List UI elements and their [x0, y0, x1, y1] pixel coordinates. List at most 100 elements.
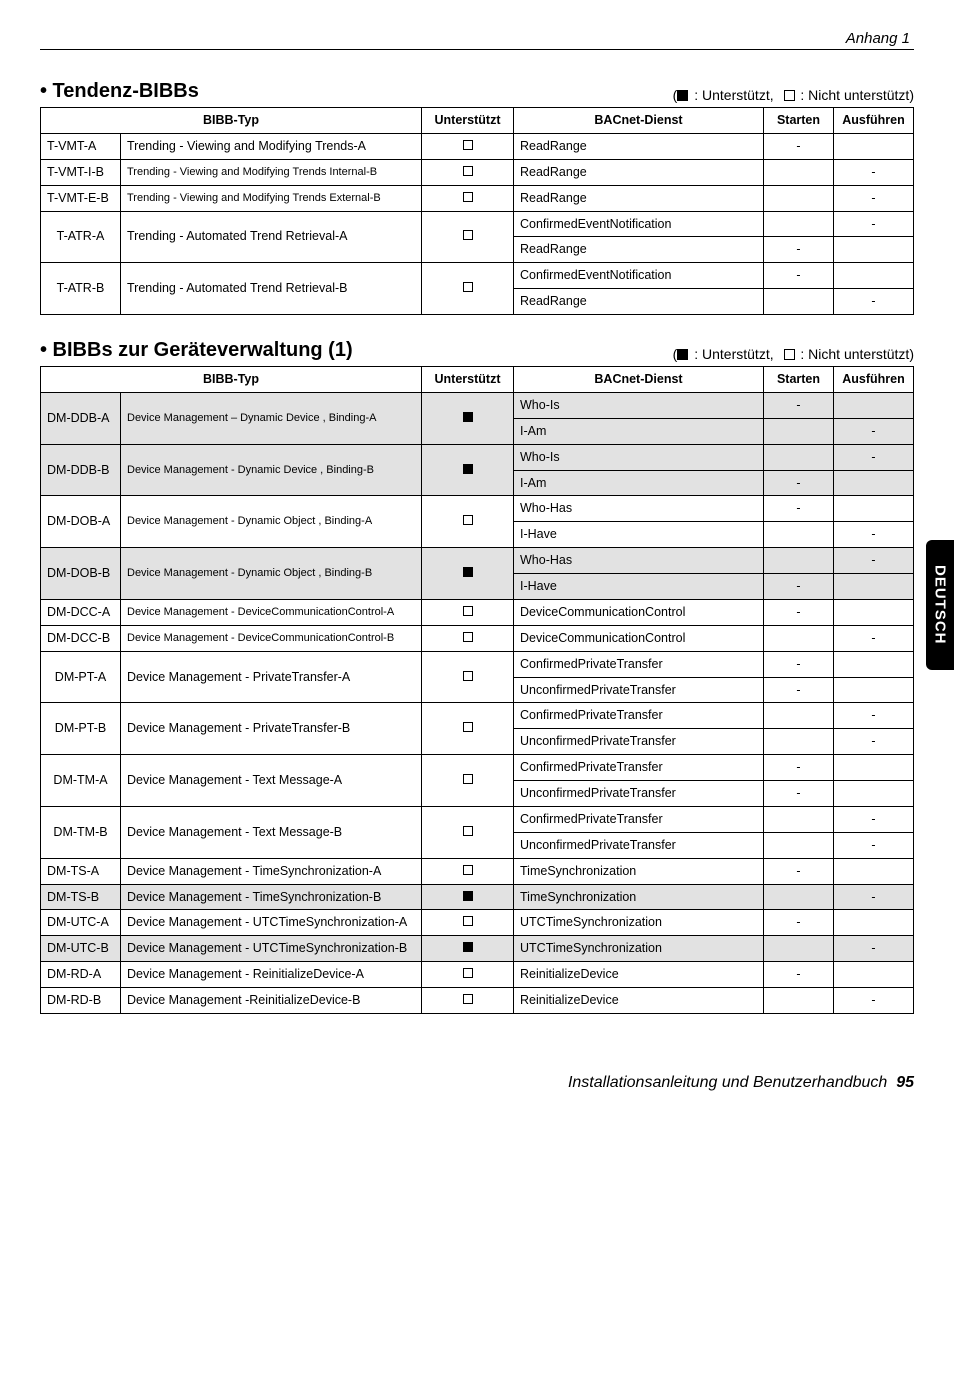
t2-svc: ConfirmedPrivateTransfer	[514, 806, 764, 832]
t2-sup	[422, 599, 514, 625]
t2-start: -	[764, 599, 834, 625]
t1-exec	[834, 133, 914, 159]
t2-start	[764, 832, 834, 858]
th-exec: Ausführen	[834, 367, 914, 393]
mark-empty-icon	[463, 994, 473, 1004]
t2-svc: Who-Has	[514, 496, 764, 522]
t2-name: Device Management - DeviceCommunicationC…	[121, 625, 422, 651]
t2-code: DM-UTC-A	[41, 910, 121, 936]
t2-exec: -	[834, 703, 914, 729]
t1-exec	[834, 263, 914, 289]
t2-svc: TimeSynchronization	[514, 884, 764, 910]
t2-start	[764, 936, 834, 962]
t1-name: Trending - Viewing and Modifying Trends …	[121, 185, 422, 211]
mark-filled-icon	[463, 942, 473, 952]
legend-notsupported-label: Nicht unterstützt	[808, 346, 909, 362]
t2-start	[764, 444, 834, 470]
t1-code: T-ATR-B	[41, 263, 121, 315]
legend-filled-icon	[677, 349, 688, 360]
t2-exec: -	[834, 988, 914, 1014]
t2-start: -	[764, 496, 834, 522]
t1-start: -	[764, 133, 834, 159]
t2-svc: Who-Is	[514, 444, 764, 470]
t2-sup	[422, 910, 514, 936]
mark-empty-icon	[463, 774, 473, 784]
footer-text: Installationsanleitung und Benutzerhandb…	[568, 1074, 887, 1091]
footer: Installationsanleitung und Benutzerhandb…	[40, 1074, 914, 1092]
t2-start: -	[764, 651, 834, 677]
t1-sup	[422, 185, 514, 211]
mark-empty-icon	[463, 632, 473, 642]
t1-svc: ReadRange	[514, 185, 764, 211]
t2-start	[764, 884, 834, 910]
t2-sup	[422, 625, 514, 651]
language-tab: DEUTSCH	[926, 540, 954, 670]
legend-filled-icon	[677, 90, 688, 101]
t2-name: Device Management -ReinitializeDevice-B	[121, 988, 422, 1014]
th-service: BACnet-Dienst	[514, 367, 764, 393]
t2-exec: -	[834, 548, 914, 574]
t1-sup	[422, 133, 514, 159]
t2-exec	[834, 781, 914, 807]
t2-exec	[834, 910, 914, 936]
t1-sup	[422, 159, 514, 185]
t2-exec: -	[834, 729, 914, 755]
t2-exec	[834, 470, 914, 496]
t2-name: Device Management - TimeSynchronization-…	[121, 858, 422, 884]
t2-start	[764, 522, 834, 548]
t2-code: DM-DCC-B	[41, 625, 121, 651]
t1-svc: ReadRange	[514, 159, 764, 185]
t2-name: Device Management - ReinitializeDevice-A	[121, 962, 422, 988]
t1-sup	[422, 211, 514, 263]
mark-empty-icon	[463, 606, 473, 616]
t2-sup	[422, 884, 514, 910]
t2-name: Device Management - Text Message-B	[121, 806, 422, 858]
t2-svc: UnconfirmedPrivateTransfer	[514, 677, 764, 703]
th-start: Starten	[764, 367, 834, 393]
legend-notsupported-label: Nicht unterstützt	[808, 87, 909, 103]
mark-empty-icon	[463, 671, 473, 681]
t2-start	[764, 548, 834, 574]
t2-svc: I-Am	[514, 470, 764, 496]
mark-empty-icon	[463, 230, 473, 240]
t2-start	[764, 806, 834, 832]
t1-start	[764, 159, 834, 185]
t2-code: DM-RD-A	[41, 962, 121, 988]
th-bibbtyp: BIBB-Typ	[41, 367, 422, 393]
t2-code: DM-TM-B	[41, 806, 121, 858]
t2-name: Device Management - PrivateTransfer-B	[121, 703, 422, 755]
t2-name: Device Management - Text Message-A	[121, 755, 422, 807]
t2-name: Device Management - UTCTimeSynchronizati…	[121, 910, 422, 936]
t2-exec: -	[834, 832, 914, 858]
th-exec: Ausführen	[834, 108, 914, 134]
t1-start	[764, 289, 834, 315]
t1-start: -	[764, 237, 834, 263]
t1-exec: -	[834, 289, 914, 315]
t1-code: T-VMT-I-B	[41, 159, 121, 185]
t2-start: -	[764, 781, 834, 807]
t2-svc: I-Have	[514, 522, 764, 548]
t2-exec	[834, 599, 914, 625]
t2-svc: UnconfirmedPrivateTransfer	[514, 832, 764, 858]
t2-sup	[422, 703, 514, 755]
legend-1: ( : Unterstützt, : Nicht unterstützt)	[673, 87, 914, 103]
tendenz-title: • Tendenz-BIBBs	[40, 80, 199, 103]
mark-empty-icon	[463, 722, 473, 732]
t2-code: DM-DCC-A	[41, 599, 121, 625]
t2-start: -	[764, 962, 834, 988]
t2-exec: -	[834, 522, 914, 548]
t1-sup	[422, 263, 514, 315]
t2-exec: -	[834, 444, 914, 470]
t2-code: DM-PT-B	[41, 703, 121, 755]
mark-empty-icon	[463, 282, 473, 292]
page-section-label: Anhang 1	[40, 30, 914, 47]
t2-start	[764, 703, 834, 729]
header-rule	[40, 49, 914, 50]
t2-exec	[834, 651, 914, 677]
t1-start	[764, 185, 834, 211]
t2-exec	[834, 574, 914, 600]
t2-exec	[834, 496, 914, 522]
t1-exec: -	[834, 159, 914, 185]
tendenz-table: BIBB-Typ Unterstützt BACnet-Dienst Start…	[40, 107, 914, 315]
th-supported: Unterstützt	[422, 367, 514, 393]
